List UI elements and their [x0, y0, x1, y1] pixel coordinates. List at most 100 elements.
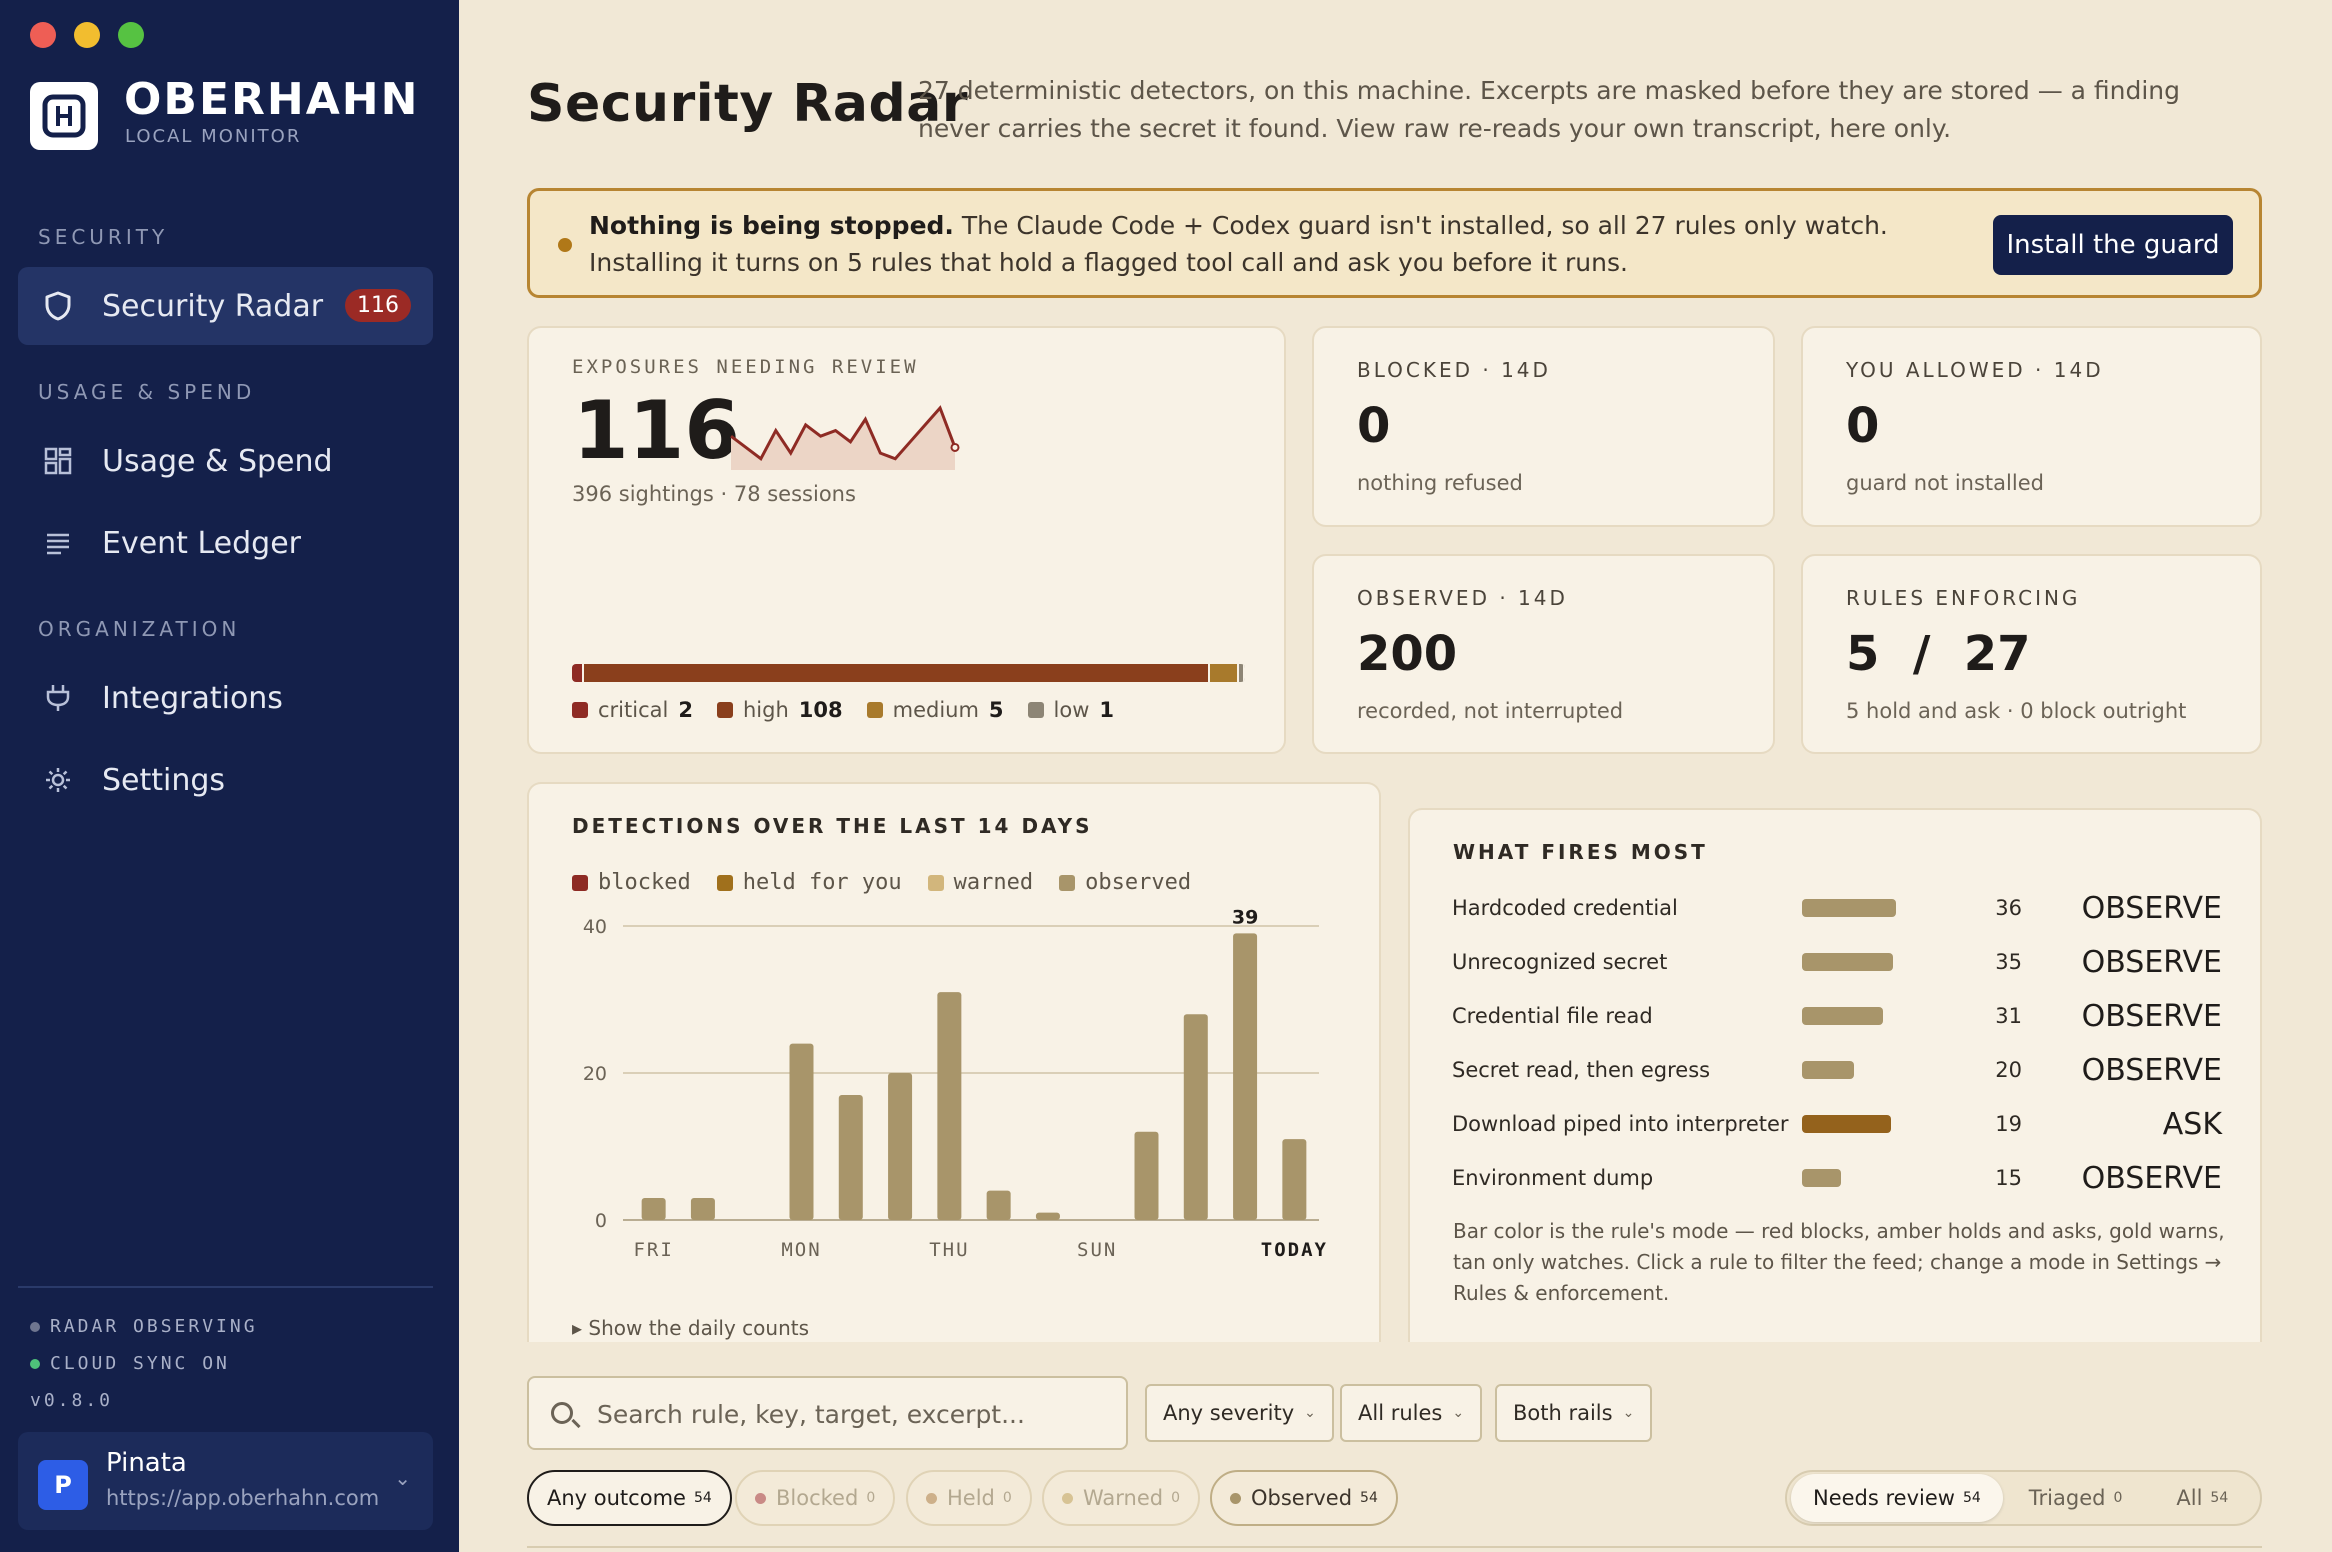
pill-label: Held	[947, 1486, 995, 1510]
tab-count: 54	[2210, 1490, 2229, 1506]
rules-select[interactable]: All rules ⌄	[1340, 1384, 1483, 1442]
allowed-value: 0	[1846, 398, 1880, 454]
rules-select-value: All rules	[1358, 1401, 1443, 1425]
pill-label: Blocked	[776, 1486, 859, 1510]
bar[interactable]	[1282, 1139, 1307, 1220]
x-tick-label: TODAY	[1261, 1239, 1328, 1261]
severity-segment-low	[1239, 664, 1245, 682]
pill-label: Warned	[1083, 1486, 1164, 1510]
rule-bar	[1802, 1061, 1854, 1079]
bar[interactable]	[1134, 1131, 1159, 1220]
bar[interactable]	[986, 1190, 1011, 1220]
rails-select[interactable]: Both rails ⌄	[1495, 1384, 1653, 1442]
bar[interactable]	[937, 992, 962, 1220]
alert-dot-icon	[558, 238, 572, 252]
tab-needs-review[interactable]: Needs review 54	[1791, 1474, 2003, 1522]
rule-bar-track	[1802, 899, 1922, 917]
rule-bar-track	[1802, 1169, 1922, 1187]
sidebar-item-usage-spend[interactable]: Usage & Spend	[18, 422, 433, 500]
minimize-window-button[interactable]	[74, 22, 100, 48]
rules-sub: 5 hold and ask · 0 block outright	[1846, 699, 2187, 723]
chevron-down-icon: ⌄	[394, 1466, 411, 1490]
fire-rule-row[interactable]: Environment dump 15 OBSERVE	[1452, 1160, 2222, 1196]
fire-rule-row[interactable]: Download piped into interpreter 19 ASK	[1452, 1106, 2222, 1142]
version-label: v0.8.0	[30, 1390, 114, 1411]
search-input[interactable]	[597, 1392, 1107, 1436]
x-tick-label: SUN	[1077, 1239, 1117, 1261]
rules-card: RULES ENFORCING 5 / 27 5 hold and ask · …	[1801, 554, 2262, 754]
filter-blocked[interactable]: Blocked 0	[735, 1470, 896, 1526]
show-daily-counts-toggle[interactable]: ▸ Show the daily counts	[572, 1316, 810, 1340]
bar[interactable]	[1183, 1014, 1208, 1220]
card-label: EXPOSURES NEEDING REVIEW	[572, 356, 919, 378]
tab-label: All	[2176, 1486, 2203, 1510]
severity-select[interactable]: Any severity ⌄	[1145, 1384, 1334, 1442]
bar[interactable]	[789, 1043, 814, 1220]
status-dot-icon	[30, 1321, 40, 1332]
list-icon	[40, 525, 76, 561]
pill-count: 54	[693, 1490, 712, 1506]
nav-section-usage: USAGE & SPEND	[38, 380, 256, 404]
sidebar-divider	[18, 1286, 433, 1288]
severity-segment-high	[583, 664, 1211, 682]
sidebar-item-label: Settings	[102, 762, 226, 798]
radar-status-text: RADAR OBSERVING	[50, 1316, 258, 1337]
fires-card: WHAT FIRES MOST Hardcoded credential 36 OB…	[1408, 808, 2262, 1342]
bar[interactable]	[838, 1095, 863, 1220]
bar[interactable]	[641, 1197, 666, 1220]
account-switcher[interactable]: P Pinata https://app.oberhahn.com ⌄	[18, 1432, 433, 1530]
observed-value: 200	[1357, 626, 1458, 682]
fires-title: WHAT FIRES MOST	[1453, 840, 1708, 864]
fire-rule-row[interactable]: Secret read, then egress 20 OBSERVE	[1452, 1052, 2222, 1088]
rule-bar	[1802, 899, 1896, 917]
bar[interactable]	[888, 1073, 913, 1220]
sidebar-item-event-ledger[interactable]: Event Ledger	[18, 504, 433, 582]
fire-rule-row[interactable]: Credential file read 31 OBSERVE	[1452, 998, 2222, 1034]
chevron-down-icon: ⌄	[1304, 1405, 1316, 1421]
fire-rule-row[interactable]: Unrecognized secret 35 OBSERVE	[1452, 944, 2222, 980]
plug-icon	[40, 680, 76, 716]
rules-value: 5 / 27	[1846, 626, 2031, 682]
y-tick-label: 20	[583, 1063, 607, 1085]
bar[interactable]	[690, 1197, 715, 1220]
cloud-status-text: CLOUD SYNC ON	[50, 1353, 230, 1374]
fire-rule-row[interactable]: Hardcoded credential 36 OBSERVE	[1452, 890, 2222, 926]
sparkline-line	[730, 405, 957, 461]
detections-card: DETECTIONS OVER THE LAST 14 DAYS blocked…	[527, 782, 1381, 1342]
filter-warned[interactable]: Warned 0	[1042, 1470, 1201, 1526]
shield-icon	[40, 288, 76, 324]
exposures-sub: 396 sightings · 78 sessions	[572, 482, 856, 506]
rule-mode: OBSERVE	[2081, 1052, 2222, 1088]
pill-count: 0	[866, 1490, 876, 1506]
exposures-card[interactable]: EXPOSURES NEEDING REVIEW 116 396 sightin…	[527, 326, 1286, 754]
rule-count: 20	[1995, 1058, 2022, 1082]
severity-legend: critical 2 high 108 medium 5 low 1	[572, 698, 1138, 722]
status-dot-icon	[1062, 1492, 1073, 1504]
rule-mode: OBSERVE	[2081, 1160, 2222, 1196]
close-window-button[interactable]	[30, 22, 56, 48]
filter-held[interactable]: Held 0	[906, 1470, 1032, 1526]
sidebar-item-security-radar[interactable]: Security Radar 116	[18, 267, 433, 345]
legend-swatch	[716, 702, 733, 718]
tab-count: 0	[2113, 1490, 2123, 1506]
filter-any-outcome[interactable]: Any outcome 54	[527, 1470, 732, 1526]
user-url: https://app.oberhahn.com	[106, 1486, 380, 1510]
tab-all[interactable]: All 54	[2154, 1474, 2250, 1522]
filter-observed[interactable]: Observed 54	[1210, 1470, 1398, 1526]
zoom-window-button[interactable]	[118, 22, 144, 48]
bar[interactable]	[1035, 1212, 1060, 1220]
user-name: Pinata	[106, 1448, 187, 1478]
rule-count: 15	[1995, 1166, 2022, 1190]
x-tick-label: MON	[781, 1239, 821, 1261]
install-guard-button[interactable]: Install the guard	[1993, 215, 2233, 275]
status-dot-icon	[30, 1358, 40, 1369]
sidebar-item-integrations[interactable]: Integrations	[18, 659, 433, 737]
pill-count: 54	[1360, 1490, 1378, 1506]
rule-mode: OBSERVE	[2081, 944, 2222, 980]
bar[interactable]	[1233, 933, 1258, 1220]
rails-select-value: Both rails	[1513, 1401, 1613, 1425]
legend-swatch	[572, 874, 588, 891]
sidebar-item-settings[interactable]: Settings	[18, 741, 433, 819]
tab-triaged[interactable]: Triaged 0	[2007, 1474, 2145, 1522]
rule-name: Hardcoded credential	[1452, 896, 1678, 920]
